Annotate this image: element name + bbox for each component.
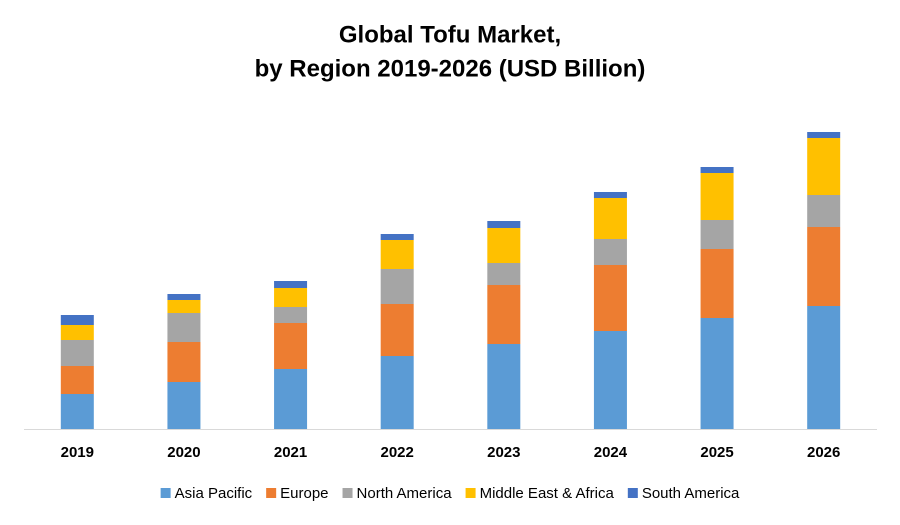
bar-segment xyxy=(60,315,94,325)
chart-title: Global Tofu Market, xyxy=(339,21,561,48)
bar-segment xyxy=(593,239,627,265)
bar-segment xyxy=(487,285,521,344)
bar-segment xyxy=(380,304,414,356)
bar-segment xyxy=(807,227,841,306)
bar-segment xyxy=(487,344,521,429)
bar-segment xyxy=(380,234,414,240)
bar-segment xyxy=(167,313,201,342)
bar-segment xyxy=(60,325,94,340)
bar-segment xyxy=(274,288,308,307)
bar-segment xyxy=(807,195,841,227)
bar-segment xyxy=(700,249,734,318)
bar-segment xyxy=(593,265,627,331)
bar-segment xyxy=(60,366,94,394)
bar-segment xyxy=(380,356,414,429)
x-tick-label: 2026 xyxy=(807,444,840,461)
bar-segment xyxy=(807,132,841,138)
bar-segment xyxy=(60,340,94,366)
bar-segment xyxy=(487,221,521,228)
bar-segment xyxy=(274,307,308,323)
legend-label: Europe xyxy=(280,485,328,502)
bar-segment xyxy=(274,281,308,288)
bar-segment xyxy=(274,323,308,369)
legend-swatch xyxy=(266,488,277,498)
bar-segment xyxy=(167,382,201,429)
x-tick-label: 2021 xyxy=(274,444,307,461)
x-tick-label: 2020 xyxy=(167,444,200,461)
bar-segment xyxy=(167,300,201,313)
legend-label: North America xyxy=(357,485,453,502)
bar-segment xyxy=(700,318,734,429)
x-tick-label: 2023 xyxy=(487,444,520,461)
bar-segment xyxy=(807,306,841,429)
legend-swatch xyxy=(627,488,638,498)
bar-segment xyxy=(700,173,734,220)
x-tick-label: 2019 xyxy=(61,444,94,461)
bar-segment xyxy=(380,269,414,304)
bar-segment xyxy=(593,198,627,239)
bar-segment xyxy=(167,342,201,382)
bar-segment xyxy=(700,167,734,173)
bar-segment xyxy=(487,263,521,285)
legend-swatch xyxy=(160,488,171,498)
chart-title: by Region 2019-2026 (USD Billion) xyxy=(255,55,646,82)
bar-segment xyxy=(167,294,201,300)
legend-swatch xyxy=(465,488,476,498)
legend-label: Middle East & Africa xyxy=(480,485,615,502)
bar-segment xyxy=(380,240,414,269)
bar-segment xyxy=(593,192,627,198)
bar-segment xyxy=(60,394,94,429)
bar-segment xyxy=(807,138,841,195)
bar-segment xyxy=(700,220,734,249)
bar-segment xyxy=(274,369,308,429)
x-tick-label: 2022 xyxy=(381,444,414,461)
legend-label: South America xyxy=(642,485,740,502)
bar-segment xyxy=(487,228,521,263)
legend-swatch xyxy=(342,488,353,498)
bar-segment xyxy=(593,331,627,429)
legend-label: Asia Pacific xyxy=(175,485,253,502)
x-tick-label: 2024 xyxy=(594,444,628,461)
x-tick-label: 2025 xyxy=(700,444,733,461)
